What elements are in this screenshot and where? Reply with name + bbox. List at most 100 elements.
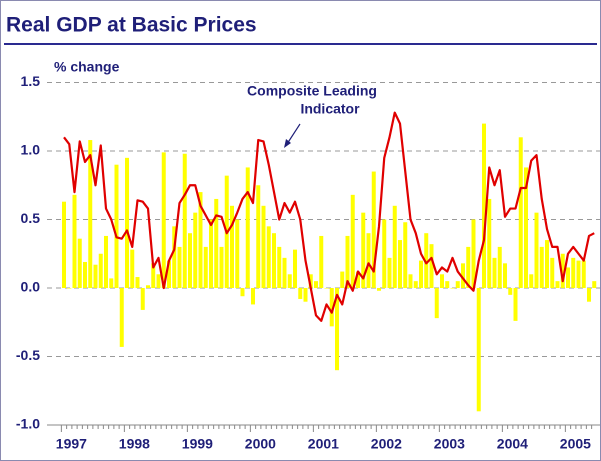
x-tick-label: 2000 (245, 436, 276, 452)
bar (461, 263, 465, 288)
bar (492, 257, 497, 288)
bar (419, 260, 423, 288)
bar (104, 235, 108, 288)
bar (140, 288, 145, 310)
bar (88, 140, 93, 288)
bar (151, 263, 156, 288)
bar (550, 257, 555, 288)
bar (450, 288, 455, 289)
bar (188, 233, 192, 288)
bar (576, 260, 581, 288)
bar (482, 123, 486, 288)
bar (125, 157, 129, 288)
bar (366, 233, 371, 288)
y-tick-label: 0.5 (21, 210, 41, 226)
x-tick-label: 2002 (371, 436, 402, 452)
bar (219, 246, 224, 288)
y-tick-label: -1.0 (16, 416, 40, 432)
bar (256, 185, 261, 288)
x-tick-label: 1998 (119, 436, 150, 452)
bar (445, 281, 450, 288)
bar (272, 233, 276, 288)
bar (324, 288, 329, 289)
bar (487, 198, 492, 288)
y-axis-label: % change (54, 59, 120, 75)
bar (440, 274, 444, 288)
bar (534, 212, 539, 288)
chart-title: Real GDP at Basic Prices (6, 14, 257, 37)
bar (287, 274, 292, 288)
bar (230, 205, 234, 288)
bar (350, 194, 355, 288)
bar (62, 201, 66, 288)
bar (513, 288, 518, 321)
x-tick-label: 2005 (560, 436, 591, 452)
bar (413, 281, 418, 288)
bar (424, 233, 429, 288)
bar (98, 253, 103, 288)
bar (539, 246, 544, 288)
bar (261, 205, 266, 288)
bar (114, 164, 119, 288)
bar (361, 212, 366, 288)
bar (172, 226, 177, 288)
bar (67, 288, 72, 289)
bar (508, 288, 513, 295)
bar (109, 278, 114, 288)
bar (455, 281, 460, 288)
x-tick-label: 1997 (56, 436, 87, 452)
bar (193, 212, 198, 288)
y-tick-label: 1.0 (21, 142, 41, 158)
bar (303, 288, 308, 302)
bar (146, 285, 150, 288)
bar (214, 198, 219, 288)
bar (382, 219, 387, 288)
arrow-head (284, 139, 291, 148)
bar (240, 288, 245, 297)
annotation-arrow (286, 123, 301, 145)
bar (566, 267, 570, 288)
bar (476, 288, 481, 412)
bar (266, 226, 271, 288)
x-tick-label: 2004 (497, 436, 528, 452)
bar (209, 219, 213, 288)
bar (308, 274, 313, 288)
bar (560, 253, 565, 288)
bar (119, 288, 124, 347)
x-tick-label: 1999 (182, 436, 213, 452)
bar (403, 222, 408, 288)
bar (72, 194, 77, 288)
line (63, 111, 595, 322)
bar (161, 152, 166, 288)
y-tick-label: 1.5 (21, 73, 41, 89)
bar (203, 246, 208, 288)
bar (167, 260, 171, 288)
bar (497, 246, 502, 288)
bar (356, 271, 360, 288)
bar (392, 205, 397, 288)
bar (545, 240, 549, 288)
x-tick-label: 2003 (434, 436, 465, 452)
bar (340, 271, 345, 288)
bar (571, 257, 576, 288)
annotation: Composite Leading (247, 83, 377, 99)
y-tick-label: -0.5 (16, 347, 40, 363)
bar (245, 167, 250, 288)
bar (235, 219, 240, 288)
x-tick-label: 2001 (308, 436, 339, 452)
bar (130, 249, 135, 288)
bar (77, 238, 82, 288)
bar (314, 281, 318, 288)
bar (251, 288, 255, 305)
bar (371, 171, 376, 288)
bar (377, 288, 381, 291)
bar (429, 244, 434, 288)
bar (529, 274, 534, 288)
bar (135, 277, 140, 288)
bar (466, 246, 471, 288)
bar (555, 281, 560, 288)
bar (156, 274, 161, 288)
bar (329, 288, 334, 327)
